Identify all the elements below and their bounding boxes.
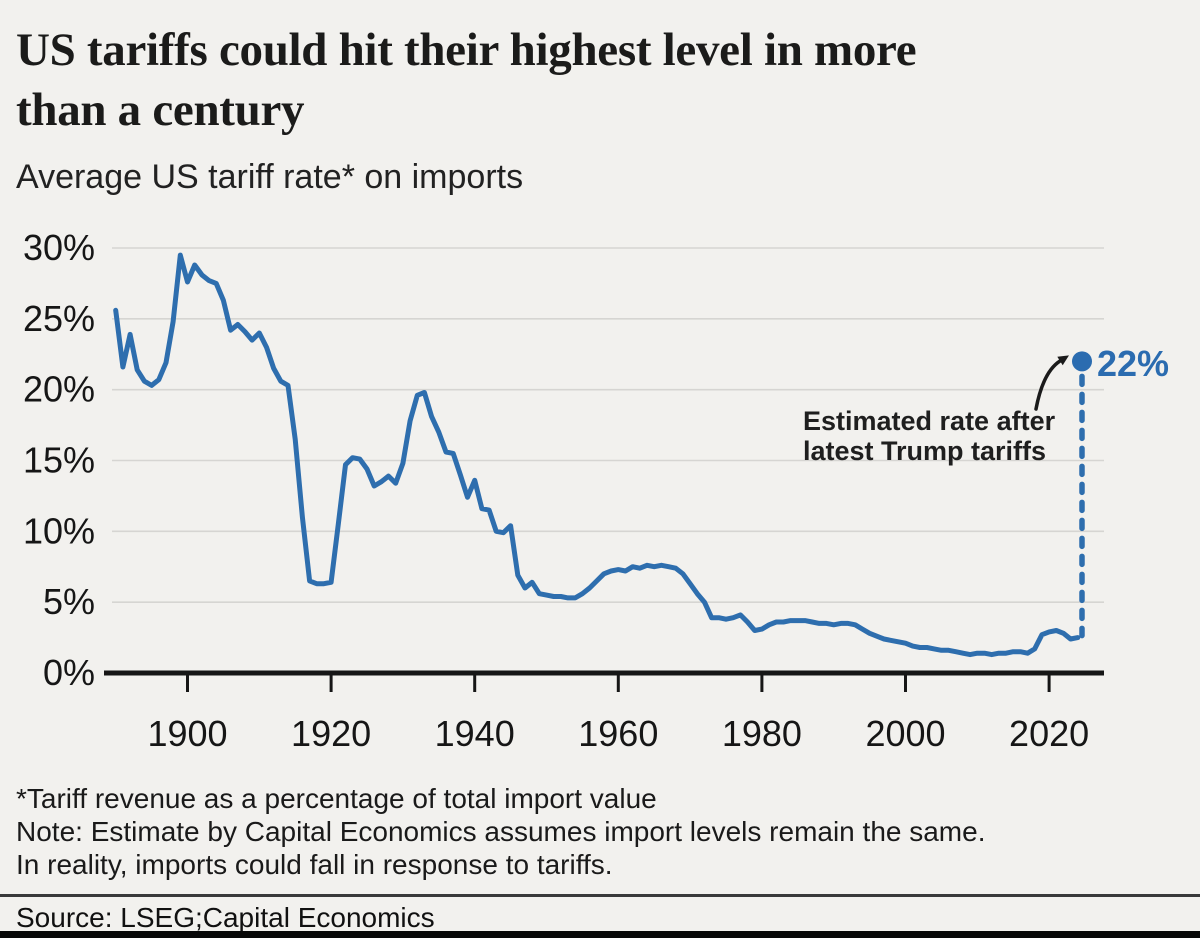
x-axis-label-1900: 1900 [147, 713, 227, 754]
estimate-annotation: Estimated rate after latest Trump tariff… [803, 406, 1055, 466]
x-axis-label-1960: 1960 [578, 713, 658, 754]
footnote-asterisk: *Tariff revenue as a percentage of total… [16, 783, 657, 814]
x-axis-label-1920: 1920 [291, 713, 371, 754]
footnote-note-line1: Note: Estimate by Capital Economics assu… [16, 816, 986, 847]
annotation-arrow-head [1057, 355, 1069, 366]
footnotes: *Tariff revenue as a percentage of total… [16, 782, 986, 881]
x-axis-label-1980: 1980 [722, 713, 802, 754]
page-title-line1: US tariffs could hit their highest level… [16, 24, 917, 76]
bottom-black-bar [0, 931, 1200, 938]
page-title-line2: than a century [16, 84, 305, 136]
x-axis-label-2000: 2000 [865, 713, 945, 754]
y-axis-label-20: 20% [23, 369, 95, 410]
source-divider-line [0, 894, 1200, 897]
x-axis-label-1940: 1940 [435, 713, 515, 754]
y-axis-label-15: 15% [23, 439, 95, 480]
estimate-value-label: 22% [1097, 343, 1170, 384]
annotation-arrow [1034, 359, 1062, 411]
tariff-rate-line [113, 252, 1081, 658]
chart-subtitle: Average US tariff rate* on imports [16, 158, 524, 196]
y-axis-label-10: 10% [23, 510, 95, 551]
estimate-annotation-line2: latest Trump tariffs [803, 436, 1047, 466]
y-axis-label-30: 30% [23, 227, 95, 268]
y-axis-label-25: 25% [23, 298, 95, 339]
estimate-point-dot [1072, 351, 1092, 372]
x-axis-label-2020: 2020 [1009, 713, 1089, 754]
y-axis-label-5: 5% [43, 581, 95, 622]
page-title: US tariffs could hit their highest level… [16, 20, 917, 140]
y-axis-label-0: 0% [43, 652, 95, 693]
footnote-note-line2: In reality, imports could fall in respon… [16, 849, 613, 880]
source-credit: Source: LSEG;Capital Economics [16, 902, 435, 933]
estimate-annotation-line1: Estimated rate after [803, 406, 1056, 436]
